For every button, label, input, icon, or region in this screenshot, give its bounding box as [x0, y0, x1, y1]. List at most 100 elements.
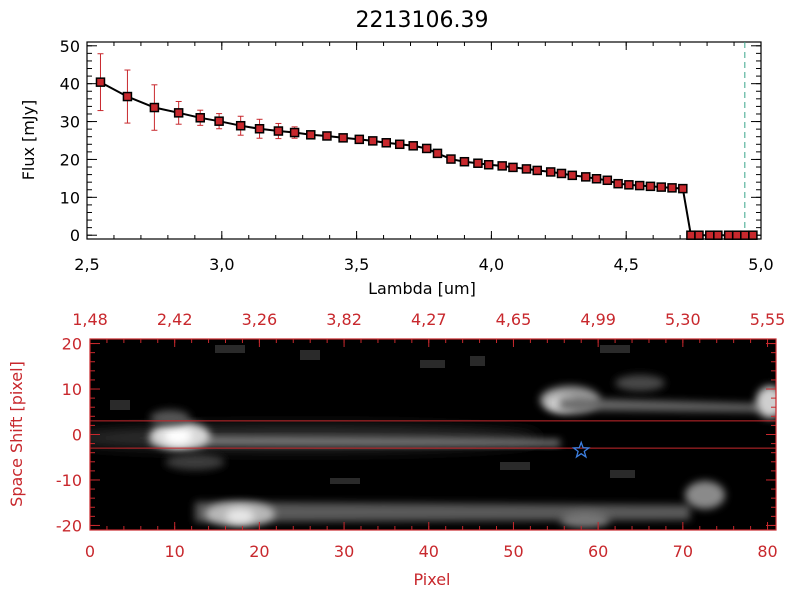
spectrum-plot: 2,5 3,0 3,5 4,0 4,5 5,0 0 10 20 30 40 50 Lambda [u…	[19, 37, 774, 298]
spectrum-x-tick-label: 2,5	[74, 255, 99, 274]
data-point	[723, 230, 734, 240]
spectrum-x-axis-label: Lambda [um]	[368, 279, 476, 298]
spectrum-y-tick-label: 10	[60, 188, 80, 207]
data-point	[173, 108, 184, 118]
spectrum-plot-frame	[86, 41, 762, 240]
data-point	[694, 230, 704, 240]
image-top-tick-label: 4,99	[580, 310, 616, 329]
spectrum-x-tick-label: 4,5	[613, 255, 638, 274]
data-point	[354, 134, 365, 145]
image-y-tick-label: 0	[72, 426, 82, 445]
data-point	[289, 127, 300, 138]
image-x-tick-label: 70	[673, 542, 693, 561]
image-top-tick-label: 5,30	[665, 310, 701, 329]
data-point	[532, 165, 542, 176]
data-point	[645, 181, 656, 192]
data-point	[459, 156, 470, 167]
spectrum-y-axis-label: Flux [mJy]	[19, 100, 38, 181]
data-point	[613, 178, 623, 189]
data-point	[122, 91, 133, 102]
data-point	[602, 175, 613, 186]
spectrum-y-tick-labels: 0 10 20 30 40 50	[60, 37, 80, 245]
image-x-tick-label: 50	[503, 542, 523, 561]
data-point	[508, 162, 518, 173]
data-point	[678, 183, 688, 194]
data-point	[556, 168, 567, 179]
source-star-marker	[571, 440, 591, 459]
image-y-tick-label: 10	[62, 380, 82, 399]
spectrum-x-tick-label: 3,0	[209, 255, 234, 274]
spectrum-line	[100, 81, 753, 237]
image-y-tick-labels: -20 -10 0 10 20	[56, 335, 82, 536]
data-point	[473, 158, 483, 168]
data-point	[408, 141, 418, 151]
data-point	[634, 180, 645, 191]
image-top-tick-labels: 1,48 2,42 3,26 3,82 4,27 4,65 4,99 5,30 5,55	[72, 310, 785, 329]
data-point	[254, 124, 265, 134]
image-top-tick-label: 5,55	[750, 310, 786, 329]
spectrum-image	[90, 339, 776, 530]
image-x-tick-label: 40	[419, 542, 439, 561]
spectrum-ticks	[86, 42, 762, 239]
image-top-tick-label: 2,42	[157, 310, 193, 329]
spectrum-y-tick-label: 50	[60, 37, 80, 56]
data-point	[446, 154, 456, 164]
image-y-tick-label: -20	[56, 516, 82, 535]
spectrum-x-tick-labels: 2,5 3,0 3,5 4,0 4,5 5,0	[74, 255, 773, 274]
image-x-tick-label: 80	[757, 542, 777, 561]
data-point	[273, 126, 284, 136]
image-y-axis-label: Space Shift [pixel]	[7, 361, 26, 507]
spectrum-y-tick-label: 30	[60, 113, 80, 132]
data-point	[667, 183, 677, 193]
image-y-tick-label: 20	[62, 335, 82, 354]
spectrum-x-tick-label: 4,0	[479, 255, 504, 274]
image-top-tick-label: 1,48	[72, 310, 108, 329]
image-top-tick-label: 3,26	[242, 310, 278, 329]
data-point	[338, 133, 348, 143]
image-x-tick-label: 60	[588, 542, 608, 561]
data-point	[381, 138, 392, 148]
data-point	[656, 182, 666, 192]
data-point	[545, 167, 556, 177]
image-x-tick-labels: 0 10 20 30 40 50 60 70 80	[85, 542, 778, 561]
spectrum-y-tick-label: 20	[60, 150, 80, 169]
data-point	[394, 139, 405, 150]
image-top-tick-label: 4,27	[411, 310, 447, 329]
image-x-axis-label: Pixel	[413, 570, 450, 589]
data-point	[705, 230, 715, 240]
data-point	[235, 120, 246, 131]
data-point	[624, 180, 634, 190]
data-point	[149, 102, 160, 113]
data-point	[591, 174, 602, 184]
spectrum-y-tick-label: 40	[60, 75, 80, 94]
data-point	[497, 161, 507, 171]
data-point	[567, 170, 578, 181]
image-x-tick-label: 0	[85, 542, 95, 561]
data-point	[748, 230, 758, 240]
data-point	[421, 143, 432, 154]
data-point	[521, 164, 532, 174]
spectrum-points	[95, 77, 758, 240]
data-point	[95, 77, 106, 87]
data-point	[686, 230, 696, 240]
image-x-tick-label: 30	[334, 542, 354, 561]
data-point	[432, 148, 443, 159]
chart-title: 2213106.39	[356, 8, 489, 33]
image-y-tick-label: -10	[56, 471, 82, 490]
spectrum-x-tick-label: 5,0	[748, 255, 773, 274]
data-point	[713, 230, 723, 240]
spectrum-x-tick-label: 3,5	[344, 255, 369, 274]
image-x-tick-label: 20	[249, 542, 269, 561]
spectrum-y-tick-label: 0	[70, 226, 80, 245]
data-point	[306, 130, 316, 140]
image-x-tick-label: 10	[165, 542, 185, 561]
data-point	[740, 230, 750, 240]
data-point	[731, 230, 742, 240]
image-ticks	[89, 339, 776, 530]
spectrum-image-plot: 0 10 20 30 40 50 60 70 80 1,48 2,42 3,26 3,82 4,27 4,…	[7, 310, 785, 589]
image-top-tick-label: 4,65	[496, 310, 532, 329]
data-point	[581, 172, 591, 182]
data-point	[195, 113, 205, 123]
image-top-tick-label: 3,82	[326, 310, 362, 329]
data-point	[483, 159, 494, 170]
